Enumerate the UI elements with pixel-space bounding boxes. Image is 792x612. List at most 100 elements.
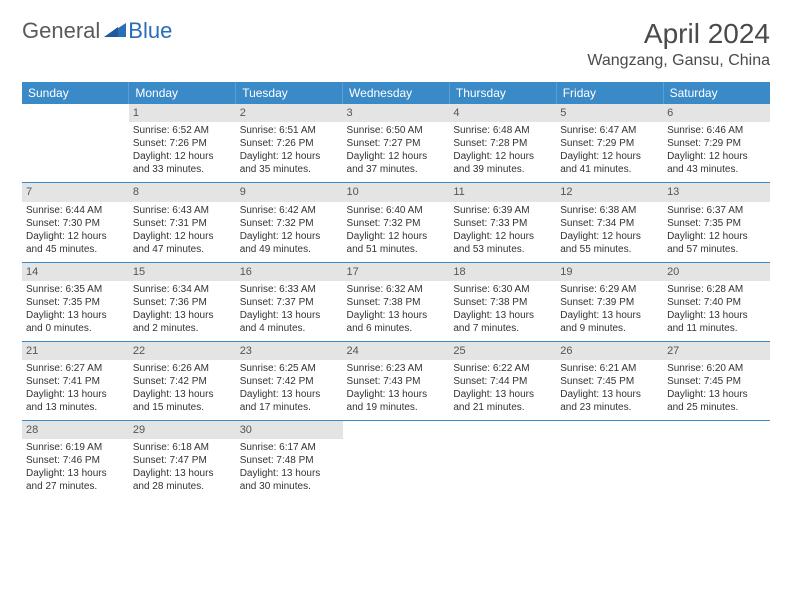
day-cell: 17Sunrise: 6:32 AMSunset: 7:38 PMDayligh… bbox=[343, 262, 450, 341]
day-number: 3 bbox=[343, 104, 450, 122]
day-number: 5 bbox=[556, 104, 663, 122]
day-cell: 27Sunrise: 6:20 AMSunset: 7:45 PMDayligh… bbox=[663, 341, 770, 420]
daylight-text: Daylight: 12 hours and 33 minutes. bbox=[133, 150, 232, 176]
sunrise-text: Sunrise: 6:23 AM bbox=[347, 362, 446, 375]
day-cell: 1Sunrise: 6:52 AMSunset: 7:26 PMDaylight… bbox=[129, 104, 236, 183]
sunset-text: Sunset: 7:34 PM bbox=[560, 217, 659, 230]
sunrise-text: Sunrise: 6:39 AM bbox=[453, 204, 552, 217]
day-number: 16 bbox=[236, 263, 343, 281]
brand-triangle-icon bbox=[104, 21, 126, 42]
sunrise-text: Sunrise: 6:37 AM bbox=[667, 204, 766, 217]
daylight-text: Daylight: 13 hours and 15 minutes. bbox=[133, 388, 232, 414]
sunrise-text: Sunrise: 6:26 AM bbox=[133, 362, 232, 375]
sunrise-text: Sunrise: 6:51 AM bbox=[240, 124, 339, 137]
daylight-text: Daylight: 13 hours and 21 minutes. bbox=[453, 388, 552, 414]
brand-part2: Blue bbox=[128, 18, 172, 44]
sunset-text: Sunset: 7:35 PM bbox=[667, 217, 766, 230]
sunset-text: Sunset: 7:28 PM bbox=[453, 137, 552, 150]
sunset-text: Sunset: 7:35 PM bbox=[26, 296, 125, 309]
sunset-text: Sunset: 7:42 PM bbox=[240, 375, 339, 388]
sunset-text: Sunset: 7:29 PM bbox=[667, 137, 766, 150]
day-cell bbox=[343, 421, 450, 500]
day-number: 8 bbox=[129, 183, 236, 201]
location-label: Wangzang, Gansu, China bbox=[587, 52, 770, 70]
day-number: 27 bbox=[663, 342, 770, 360]
sunset-text: Sunset: 7:36 PM bbox=[133, 296, 232, 309]
dow-header-row: Sunday Monday Tuesday Wednesday Thursday… bbox=[22, 82, 770, 104]
dow-monday: Monday bbox=[129, 82, 236, 104]
day-cell: 13 Sunrise: 6:37 AMSunset: 7:35 PMDayligh… bbox=[663, 183, 770, 262]
sunset-text: Sunset: 7:30 PM bbox=[26, 217, 125, 230]
day-cell: 9Sunrise: 6:42 AMSunset: 7:32 PMDaylight… bbox=[236, 183, 343, 262]
day-cell: 8Sunrise: 6:43 AMSunset: 7:31 PMDaylight… bbox=[129, 183, 236, 262]
daylight-text: Daylight: 13 hours and 19 minutes. bbox=[347, 388, 446, 414]
day-cell: 23Sunrise: 6:25 AMSunset: 7:42 PMDayligh… bbox=[236, 341, 343, 420]
daylight-text: Daylight: 13 hours and 6 minutes. bbox=[347, 309, 446, 335]
day-cell bbox=[449, 421, 556, 500]
sunrise-text: Sunrise: 6:52 AM bbox=[133, 124, 232, 137]
daylight-text: Daylight: 12 hours and 55 minutes. bbox=[560, 230, 659, 256]
sunrise-text: Sunrise: 6:46 AM bbox=[667, 124, 766, 137]
day-cell: 18Sunrise: 6:30 AMSunset: 7:38 PMDayligh… bbox=[449, 262, 556, 341]
day-cell: 25Sunrise: 6:22 AMSunset: 7:44 PMDayligh… bbox=[449, 341, 556, 420]
dow-tuesday: Tuesday bbox=[236, 82, 343, 104]
sunrise-text: Sunrise: 6:19 AM bbox=[26, 441, 125, 454]
daylight-text: Daylight: 13 hours and 23 minutes. bbox=[560, 388, 659, 414]
sunset-text: Sunset: 7:38 PM bbox=[347, 296, 446, 309]
sunset-text: Sunset: 7:39 PM bbox=[560, 296, 659, 309]
day-number: 24 bbox=[343, 342, 450, 360]
daylight-text: Daylight: 12 hours and 45 minutes. bbox=[26, 230, 125, 256]
daylight-text: Daylight: 13 hours and 4 minutes. bbox=[240, 309, 339, 335]
sunrise-text: Sunrise: 6:50 AM bbox=[347, 124, 446, 137]
sunrise-text: Sunrise: 6:38 AM bbox=[560, 204, 659, 217]
sunrise-text: Sunrise: 6:28 AM bbox=[667, 283, 766, 296]
sunset-text: Sunset: 7:46 PM bbox=[26, 454, 125, 467]
day-number: 10 bbox=[343, 183, 450, 201]
day-number: 28 bbox=[22, 421, 129, 439]
dow-wednesday: Wednesday bbox=[343, 82, 450, 104]
day-cell: 29Sunrise: 6:18 AMSunset: 7:47 PMDayligh… bbox=[129, 421, 236, 500]
sunset-text: Sunset: 7:47 PM bbox=[133, 454, 232, 467]
day-number: 12 bbox=[556, 183, 663, 201]
day-number: 25 bbox=[449, 342, 556, 360]
day-cell: 5Sunrise: 6:47 AMSunset: 7:29 PMDaylight… bbox=[556, 104, 663, 183]
day-cell: 12 Sunrise: 6:38 AMSunset: 7:34 PMDayligh… bbox=[556, 183, 663, 262]
sunrise-text: Sunrise: 6:25 AM bbox=[240, 362, 339, 375]
sunset-text: Sunset: 7:41 PM bbox=[26, 375, 125, 388]
day-cell bbox=[663, 421, 770, 500]
daylight-text: Daylight: 12 hours and 35 minutes. bbox=[240, 150, 339, 176]
daylight-text: Daylight: 13 hours and 27 minutes. bbox=[26, 467, 125, 493]
day-cell: 4Sunrise: 6:48 AMSunset: 7:28 PMDaylight… bbox=[449, 104, 556, 183]
sunrise-text: Sunrise: 6:43 AM bbox=[133, 204, 232, 217]
day-cell: 7Sunrise: 6:44 AMSunset: 7:30 PMDaylight… bbox=[22, 183, 129, 262]
sunrise-text: Sunrise: 6:40 AM bbox=[347, 204, 446, 217]
daylight-text: Daylight: 12 hours and 39 minutes. bbox=[453, 150, 552, 176]
day-number: 6 bbox=[663, 104, 770, 122]
sunset-text: Sunset: 7:45 PM bbox=[667, 375, 766, 388]
sunrise-text: Sunrise: 6:33 AM bbox=[240, 283, 339, 296]
daylight-text: Daylight: 13 hours and 0 minutes. bbox=[26, 309, 125, 335]
week-row: 14Sunrise: 6:35 AMSunset: 7:35 PMDayligh… bbox=[22, 262, 770, 341]
day-cell: 15Sunrise: 6:34 AMSunset: 7:36 PMDayligh… bbox=[129, 262, 236, 341]
day-cell: 16 Sunrise: 6:33 AMSunset: 7:37 PMDayligh… bbox=[236, 262, 343, 341]
day-cell: 24Sunrise: 6:23 AMSunset: 7:43 PMDayligh… bbox=[343, 341, 450, 420]
day-number: 13 bbox=[663, 183, 770, 201]
day-cell: 14Sunrise: 6:35 AMSunset: 7:35 PMDayligh… bbox=[22, 262, 129, 341]
day-cell: 10Sunrise: 6:40 AMSunset: 7:32 PMDayligh… bbox=[343, 183, 450, 262]
day-number: 11 bbox=[449, 183, 556, 201]
daylight-text: Daylight: 12 hours and 57 minutes. bbox=[667, 230, 766, 256]
daylight-text: Daylight: 13 hours and 9 minutes. bbox=[560, 309, 659, 335]
title-block: April 2024 Wangzang, Gansu, China bbox=[587, 18, 770, 70]
sunset-text: Sunset: 7:37 PM bbox=[240, 296, 339, 309]
day-number: 21 bbox=[22, 342, 129, 360]
sunrise-text: Sunrise: 6:42 AM bbox=[240, 204, 339, 217]
day-cell: 19Sunrise: 6:29 AMSunset: 7:39 PMDayligh… bbox=[556, 262, 663, 341]
calendar-table: Sunday Monday Tuesday Wednesday Thursday… bbox=[22, 82, 770, 499]
daylight-text: Daylight: 13 hours and 17 minutes. bbox=[240, 388, 339, 414]
day-number: 29 bbox=[129, 421, 236, 439]
sunrise-text: Sunrise: 6:47 AM bbox=[560, 124, 659, 137]
daylight-text: Daylight: 12 hours and 43 minutes. bbox=[667, 150, 766, 176]
day-cell: 22Sunrise: 6:26 AMSunset: 7:42 PMDayligh… bbox=[129, 341, 236, 420]
daylight-text: Daylight: 12 hours and 47 minutes. bbox=[133, 230, 232, 256]
sunset-text: Sunset: 7:38 PM bbox=[453, 296, 552, 309]
